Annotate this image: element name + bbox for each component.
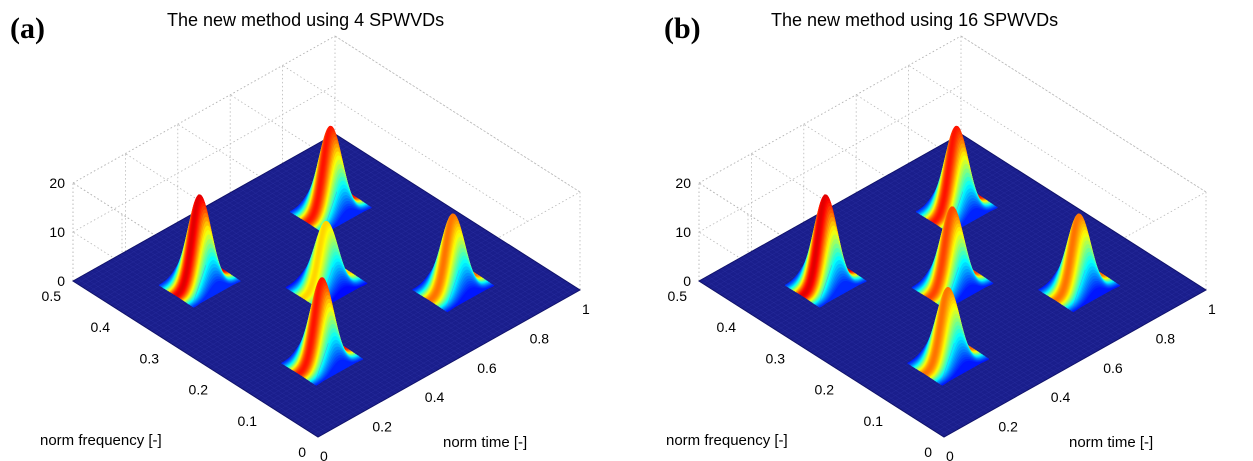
peak [281, 277, 364, 386]
x-tick-label: 0.2 [998, 419, 1018, 435]
peak-slice [193, 280, 241, 308]
mesh-line [308, 148, 554, 305]
z-tick-label: 0 [683, 273, 691, 289]
mesh-line [326, 138, 572, 296]
surface-plot-a: 0102000.10.20.30.40.500.20.40.60.81norm … [40, 35, 590, 461]
z-tick-label: 0 [57, 273, 65, 289]
mesh-line [711, 141, 974, 289]
x-tick-label: 0.2 [372, 419, 392, 435]
y-tick-label: 0.3 [140, 350, 160, 366]
panel-label-a: (a) [10, 12, 45, 45]
chart-panel-a: (a) The new method using 4 SPWVDs 0 10 20 0… [0, 0, 626, 461]
peak-slice [324, 206, 372, 235]
peak [784, 194, 867, 308]
x-axis-label: norm time [-] [1069, 434, 1153, 451]
x-tick-label: 0.8 [1156, 330, 1176, 346]
z-tick-label: 20 [49, 175, 65, 191]
mesh-line [939, 146, 1185, 303]
x-tick-label: 0 [946, 448, 954, 461]
x-tick-label: 0.8 [530, 330, 550, 346]
y-tick-label: 0.2 [815, 382, 835, 398]
y-axis-label: norm frequency [-] [666, 432, 788, 449]
y-tick-label: 0.5 [42, 288, 62, 304]
mesh-line [703, 136, 966, 284]
peak-slice [819, 280, 867, 308]
y-tick-label: 0.4 [717, 319, 737, 335]
mesh-line [947, 141, 1193, 298]
chart-panel-b: (b) The new method using 16 SPWVDs 0 10 20… [626, 0, 1253, 461]
y-tick-label: 0.1 [238, 413, 258, 429]
y-tick-label: 0.4 [91, 319, 111, 335]
chart-title-b: The new method using 16 SPWVDs [771, 10, 1059, 30]
peak-base-hint [446, 269, 460, 306]
z-tick-label: 10 [675, 224, 691, 240]
grid-line [282, 65, 528, 222]
x-tick-label: 0.6 [1103, 360, 1123, 376]
x-tick-label: 0.4 [425, 389, 445, 405]
peak [289, 125, 372, 235]
mesh-line [89, 144, 352, 292]
mesh-line [719, 146, 982, 295]
mesh-line [85, 141, 348, 289]
peaks [784, 125, 1121, 386]
peak-base-hint [193, 265, 207, 302]
y-tick-label: 0.2 [189, 382, 209, 398]
peak [158, 194, 241, 308]
peak-base-hint [819, 265, 833, 302]
mesh-line [313, 146, 559, 303]
y-axis-label: norm frequency [-] [40, 432, 162, 449]
chart-title-a: The new method using 4 SPWVDs [167, 10, 445, 30]
z-tick-label: 20 [675, 175, 691, 191]
mesh-line [93, 146, 356, 295]
y-tick-label: 0.5 [668, 288, 688, 304]
x-tick-label: 0.6 [477, 360, 497, 376]
peak-slice [315, 358, 364, 386]
x-tick-label: 1 [1208, 301, 1216, 317]
y-tick-label: 0.1 [864, 413, 884, 429]
y-tick-label: 0 [298, 444, 306, 460]
x-tick-label: 0.4 [1051, 389, 1071, 405]
mesh-line [707, 139, 970, 287]
mesh-line [321, 141, 567, 298]
mesh-line [715, 144, 978, 292]
x-tick-label: 1 [582, 301, 590, 317]
peak [1038, 213, 1121, 313]
x-axis-label: norm time [-] [443, 434, 527, 451]
mesh-line [77, 136, 340, 284]
z-tick-label: 10 [49, 224, 65, 240]
y-tick-label: 0.3 [766, 350, 786, 366]
peak-base-hint [1072, 269, 1086, 306]
y-tick-label: 0 [924, 444, 932, 460]
peak [911, 206, 994, 311]
peaks [158, 125, 495, 386]
grid-line [908, 65, 1154, 222]
mesh-line [317, 143, 563, 300]
peak-base-hint [941, 343, 955, 380]
peak-slice [446, 284, 495, 313]
peak-base-hint [315, 343, 329, 380]
x-tick-label: 0 [320, 448, 328, 461]
panel-label-b: (b) [664, 12, 701, 45]
grid-line [960, 35, 1207, 193]
grid-line [334, 35, 581, 193]
mesh-line [943, 143, 1189, 300]
surface-plot-b: 0102000.10.20.30.40.500.20.40.60.81norm … [666, 35, 1216, 461]
peak [907, 286, 990, 386]
mesh-line [934, 148, 1180, 305]
mesh-line [81, 139, 344, 287]
mesh-line [952, 138, 1198, 296]
peak [412, 213, 495, 313]
